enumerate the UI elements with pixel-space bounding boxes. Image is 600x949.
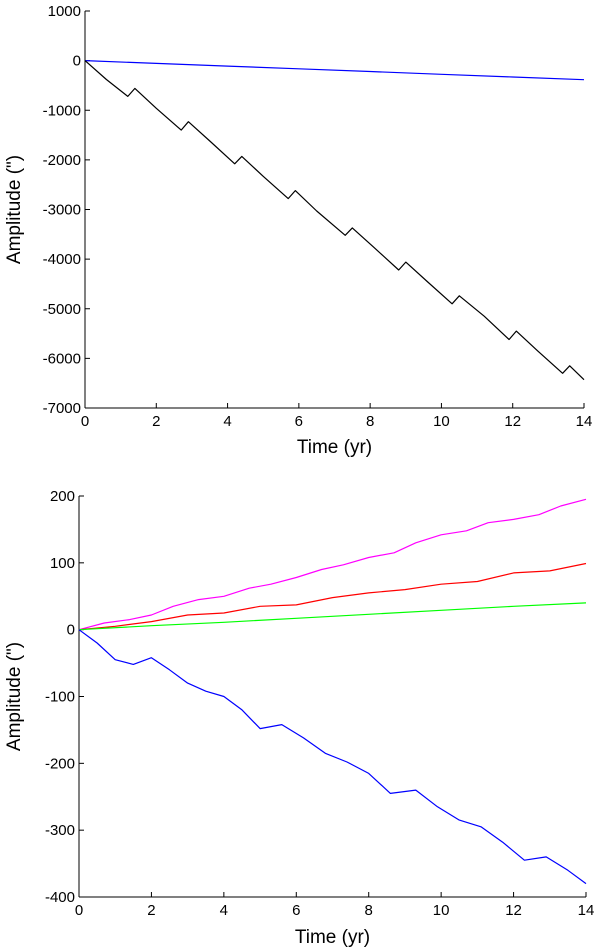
- x-tick-label: 10: [433, 413, 450, 430]
- y-tick-label: 100: [50, 555, 75, 572]
- y-axis-title: Amplitude ("): [4, 155, 25, 264]
- x-tick-label: 4: [223, 413, 231, 430]
- x-tick-label: 8: [366, 413, 374, 430]
- bottom-chart: 0 2 4 6 8 10 12 14 200 100 0 -100 -200 -300 -400 Time (…: [4, 488, 594, 948]
- x-tick-label: 12: [504, 413, 521, 430]
- y-tick-label: -300: [45, 822, 75, 839]
- x-tick-label: 8: [365, 902, 373, 919]
- series-line-1: [84, 60, 585, 381]
- y-tick-label: -2000: [43, 152, 81, 169]
- y-tick-label: 200: [50, 488, 75, 505]
- x-tick-label: 14: [578, 902, 595, 919]
- y-tick-label: -3000: [43, 202, 81, 219]
- x-tick-label: 0: [75, 902, 83, 919]
- series-line-0: [84, 60, 585, 81]
- series-line-3: [78, 629, 587, 885]
- x-tick-label: 6: [295, 413, 303, 430]
- x-tick-label: 10: [433, 902, 450, 919]
- y-tick-label: -7000: [43, 400, 81, 417]
- y-tick-label: 0: [73, 53, 81, 70]
- y-tick-label: -400: [45, 889, 75, 906]
- y-tick-label: -4000: [43, 251, 81, 268]
- series-line-2: [78, 602, 587, 631]
- top-chart: 0 2 4 6 8 10 12 14 1000 0 -1000 -2000 -3000 -4000 -500…: [4, 3, 592, 458]
- series-line-0: [78, 498, 587, 631]
- x-axis-title: Time (yr): [297, 437, 372, 458]
- x-tick-label: 12: [505, 902, 522, 919]
- y-tick-label: -200: [45, 755, 75, 772]
- y-tick-label: -100: [45, 689, 75, 706]
- x-tick-label: 14: [576, 413, 593, 430]
- x-tick-label: 4: [220, 902, 228, 919]
- y-axis-title: Amplitude ("): [4, 642, 25, 751]
- x-tick-label: 2: [147, 902, 155, 919]
- x-tick-label: 0: [81, 413, 89, 430]
- y-tick-label: -1000: [43, 102, 81, 119]
- series-line-1: [78, 562, 587, 631]
- y-tick-label: -6000: [43, 350, 81, 367]
- y-tick-label: 1000: [48, 3, 81, 20]
- x-tick-label: 2: [152, 413, 160, 430]
- y-tick-label: 0: [67, 622, 75, 639]
- y-tick-label: -5000: [43, 301, 81, 318]
- x-axis-title: Time (yr): [295, 927, 370, 948]
- x-tick-label: 6: [292, 902, 300, 919]
